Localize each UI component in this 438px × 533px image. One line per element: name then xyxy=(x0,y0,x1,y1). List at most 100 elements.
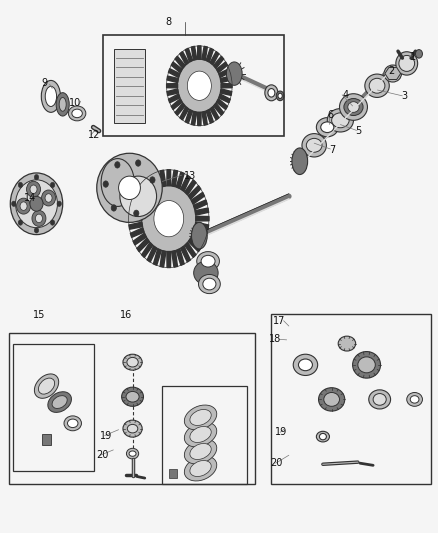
Circle shape xyxy=(136,160,141,166)
Ellipse shape xyxy=(399,55,415,71)
Circle shape xyxy=(416,50,423,58)
Ellipse shape xyxy=(184,439,217,464)
Polygon shape xyxy=(175,103,185,115)
Ellipse shape xyxy=(15,180,57,228)
Ellipse shape xyxy=(316,118,338,137)
Ellipse shape xyxy=(339,94,367,120)
Ellipse shape xyxy=(72,109,82,118)
Ellipse shape xyxy=(353,352,381,378)
Ellipse shape xyxy=(344,99,363,116)
Ellipse shape xyxy=(123,420,142,437)
Polygon shape xyxy=(220,89,232,95)
Polygon shape xyxy=(172,251,177,267)
Polygon shape xyxy=(219,94,230,103)
Text: 18: 18 xyxy=(269,334,281,344)
Ellipse shape xyxy=(52,395,67,408)
Circle shape xyxy=(265,85,278,101)
Ellipse shape xyxy=(348,102,359,112)
Circle shape xyxy=(50,220,55,225)
Polygon shape xyxy=(188,238,201,252)
Ellipse shape xyxy=(184,456,217,481)
Ellipse shape xyxy=(369,390,391,409)
Text: 20: 20 xyxy=(96,450,108,460)
Ellipse shape xyxy=(35,374,59,398)
Polygon shape xyxy=(385,68,401,79)
Circle shape xyxy=(12,201,16,206)
Polygon shape xyxy=(160,170,166,187)
Circle shape xyxy=(154,200,184,237)
Ellipse shape xyxy=(318,387,345,411)
Ellipse shape xyxy=(129,451,136,456)
Ellipse shape xyxy=(338,336,356,351)
Polygon shape xyxy=(191,192,205,204)
Text: 13: 13 xyxy=(184,171,196,181)
Polygon shape xyxy=(216,62,227,73)
Ellipse shape xyxy=(191,222,207,249)
Ellipse shape xyxy=(407,392,423,406)
Circle shape xyxy=(177,59,221,112)
Polygon shape xyxy=(153,249,161,265)
Text: 3: 3 xyxy=(402,91,408,101)
Text: 6: 6 xyxy=(327,110,333,120)
Ellipse shape xyxy=(97,154,162,222)
Ellipse shape xyxy=(184,422,217,447)
Polygon shape xyxy=(185,243,196,257)
Text: 19: 19 xyxy=(275,427,287,438)
Ellipse shape xyxy=(48,392,71,413)
Polygon shape xyxy=(195,222,208,229)
Polygon shape xyxy=(210,52,219,65)
Ellipse shape xyxy=(203,278,216,290)
Ellipse shape xyxy=(42,190,56,206)
Polygon shape xyxy=(214,56,224,68)
Polygon shape xyxy=(185,109,193,123)
Ellipse shape xyxy=(292,148,307,174)
Circle shape xyxy=(57,201,61,206)
Ellipse shape xyxy=(20,202,27,211)
Ellipse shape xyxy=(126,391,139,402)
Ellipse shape xyxy=(324,392,339,406)
Circle shape xyxy=(115,161,120,168)
Ellipse shape xyxy=(319,433,326,440)
Ellipse shape xyxy=(122,387,144,406)
Polygon shape xyxy=(153,172,161,189)
Text: 12: 12 xyxy=(88,130,100,140)
Ellipse shape xyxy=(190,409,211,425)
Polygon shape xyxy=(147,246,157,262)
Ellipse shape xyxy=(198,274,220,294)
Ellipse shape xyxy=(127,358,138,367)
Polygon shape xyxy=(133,192,146,204)
Ellipse shape xyxy=(384,65,402,82)
Ellipse shape xyxy=(358,357,375,373)
Polygon shape xyxy=(131,200,144,209)
Text: 8: 8 xyxy=(166,17,172,27)
Polygon shape xyxy=(219,69,230,77)
Polygon shape xyxy=(172,170,177,187)
Polygon shape xyxy=(169,69,180,77)
Circle shape xyxy=(18,182,23,188)
Bar xyxy=(103,35,285,136)
Ellipse shape xyxy=(327,109,353,132)
Ellipse shape xyxy=(45,193,52,202)
Text: 1: 1 xyxy=(410,52,417,61)
Polygon shape xyxy=(141,243,153,257)
Polygon shape xyxy=(137,185,149,199)
Polygon shape xyxy=(191,233,205,245)
Ellipse shape xyxy=(201,255,215,267)
Ellipse shape xyxy=(68,106,86,121)
Text: 16: 16 xyxy=(120,310,133,320)
Polygon shape xyxy=(167,252,171,268)
Polygon shape xyxy=(180,175,191,191)
Ellipse shape xyxy=(17,198,31,214)
Circle shape xyxy=(276,91,284,101)
Polygon shape xyxy=(129,208,142,215)
Ellipse shape xyxy=(45,86,57,107)
Polygon shape xyxy=(202,111,207,125)
Polygon shape xyxy=(185,180,196,195)
Polygon shape xyxy=(167,76,178,83)
Circle shape xyxy=(103,181,108,187)
Circle shape xyxy=(34,228,39,233)
Polygon shape xyxy=(167,170,171,186)
Ellipse shape xyxy=(197,252,219,271)
Ellipse shape xyxy=(101,159,134,206)
Ellipse shape xyxy=(184,405,217,430)
